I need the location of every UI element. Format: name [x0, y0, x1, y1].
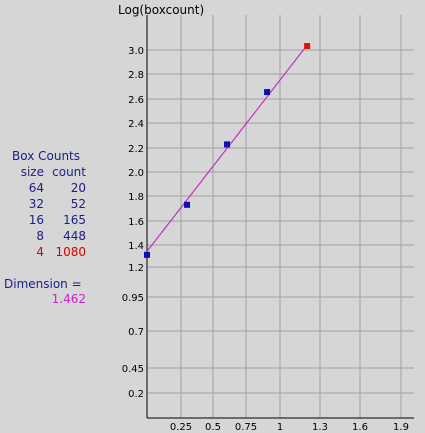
tick-labels: 0.25 0.5 0.75 1 1.3 1.6 1.9 0.2 0.45 0.7 0.95 1.2 1.…: [122, 46, 409, 433]
y-tick-label: 2.4: [128, 119, 144, 130]
data-point: [304, 43, 310, 49]
y-tick-label: 1.8: [128, 192, 144, 203]
x-tick-label: 0.25: [170, 422, 192, 433]
y-tick-label: 1.2: [128, 263, 144, 274]
x-tick-label: 1: [277, 422, 283, 433]
y-tick-label: 2.0: [128, 168, 144, 179]
y-tick-label: 0.7: [128, 327, 144, 338]
x-tick-label: 0.75: [235, 422, 257, 433]
y-tick-label: 2.8: [128, 70, 144, 81]
data-points: [144, 43, 310, 258]
x-tick-label: 0.5: [205, 422, 221, 433]
y-tick-label: 0.2: [128, 389, 144, 400]
y-tick-label: 1.6: [128, 217, 144, 228]
y-tick-label: 1.4: [128, 241, 144, 252]
data-point: [184, 202, 190, 208]
y-tick-label: 3.0: [128, 46, 144, 57]
x-tick-label: 1.3: [312, 422, 328, 433]
y-tick-label: 0.45: [122, 364, 144, 375]
y-tick-label: 2.2: [128, 144, 144, 155]
x-tick-label: 1.9: [393, 422, 409, 433]
y-tick-label: 0.95: [122, 293, 144, 304]
data-point: [224, 141, 230, 147]
y-tick-label: 2.6: [128, 95, 144, 106]
grid-lines: [147, 15, 414, 418]
data-point: [264, 89, 270, 95]
data-point: [144, 252, 150, 258]
x-tick-label: 1.6: [352, 422, 368, 433]
